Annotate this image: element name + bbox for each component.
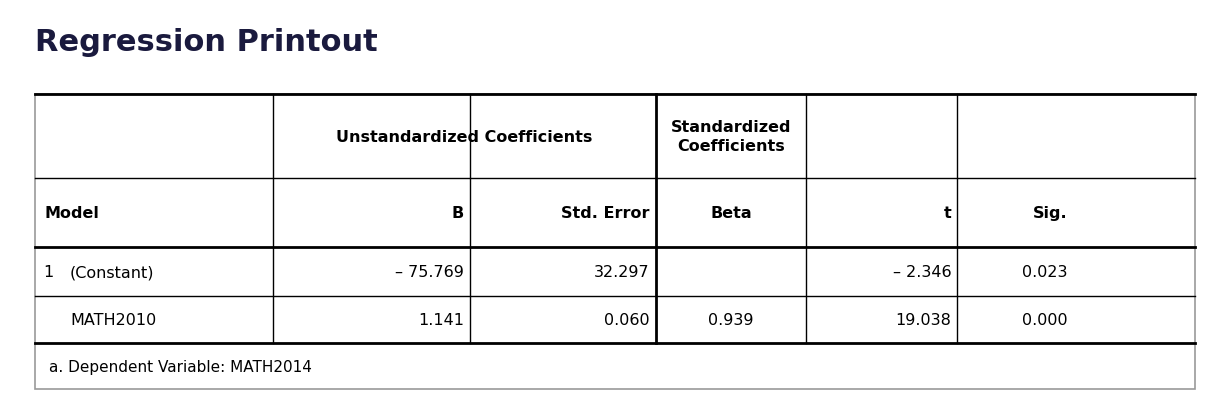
Text: 1: 1 <box>43 265 53 280</box>
Text: 19.038: 19.038 <box>895 312 951 327</box>
Text: 1.141: 1.141 <box>418 312 464 327</box>
Text: Beta: Beta <box>710 206 752 221</box>
Text: B: B <box>451 206 464 221</box>
Text: Sig.: Sig. <box>1032 206 1068 221</box>
Bar <box>34 95 1196 389</box>
Text: 32.297: 32.297 <box>594 265 649 280</box>
Text: – 2.346: – 2.346 <box>893 265 951 280</box>
Text: Std. Error: Std. Error <box>561 206 649 221</box>
Text: 0.939: 0.939 <box>708 312 754 327</box>
Text: t: t <box>943 206 951 221</box>
Text: 0.000: 0.000 <box>1022 312 1068 327</box>
Text: a. Dependent Variable: MATH2014: a. Dependent Variable: MATH2014 <box>49 359 312 374</box>
Text: 0.060: 0.060 <box>604 312 649 327</box>
Text: Regression Printout: Regression Printout <box>34 28 378 57</box>
Text: 0.023: 0.023 <box>1022 265 1068 280</box>
Text: Model: Model <box>46 206 100 221</box>
Text: MATH2010: MATH2010 <box>70 312 156 327</box>
Text: Unstandardized Coefficients: Unstandardized Coefficients <box>336 129 593 144</box>
Text: Standardized
Coefficients: Standardized Coefficients <box>670 120 791 153</box>
Text: – 75.769: – 75.769 <box>395 265 464 280</box>
Text: (Constant): (Constant) <box>70 265 155 280</box>
